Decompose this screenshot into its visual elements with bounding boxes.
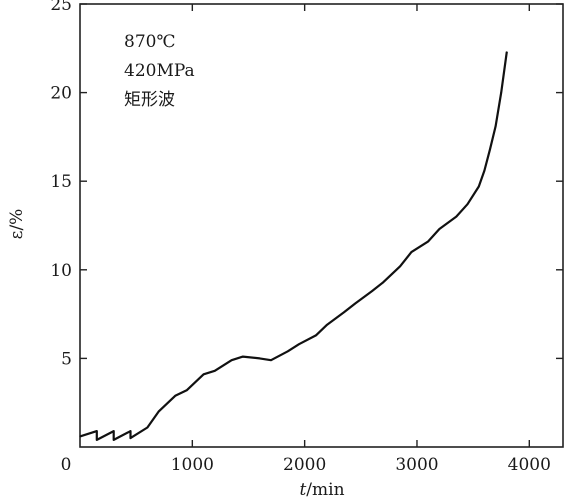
series-point bbox=[96, 439, 98, 441]
series-point bbox=[174, 395, 177, 397]
series-point bbox=[483, 169, 485, 172]
x-axis-var: t bbox=[299, 480, 306, 500]
series-point bbox=[478, 185, 480, 188]
series-point bbox=[113, 439, 115, 441]
series-point bbox=[287, 350, 289, 352]
y-tick-label: 10 bbox=[50, 261, 72, 281]
series-point bbox=[270, 359, 272, 361]
y-tick-label: 20 bbox=[50, 84, 72, 104]
series-point bbox=[79, 435, 81, 437]
x-axis-title: t/min bbox=[299, 480, 344, 500]
x-tick-label: 3000 bbox=[395, 455, 438, 475]
axis-ticks bbox=[80, 3, 563, 447]
series-line bbox=[79, 51, 508, 441]
annotation-stress: 420MPa bbox=[124, 61, 195, 81]
plot-frame bbox=[79, 3, 564, 448]
x-tick-label: 2000 bbox=[283, 455, 326, 475]
series-point bbox=[343, 311, 345, 313]
x-tick-label: 1000 bbox=[171, 455, 214, 475]
series-point bbox=[129, 430, 132, 432]
x-tick-label: 4000 bbox=[508, 455, 551, 475]
series-point bbox=[113, 430, 115, 432]
series-point bbox=[242, 356, 244, 358]
x-axis-unit: /min bbox=[306, 480, 344, 500]
series-point bbox=[146, 426, 148, 429]
origin-label: 0 bbox=[61, 455, 72, 475]
series-point bbox=[231, 359, 233, 361]
y-tick-label: 25 bbox=[50, 0, 72, 15]
series-point bbox=[186, 389, 188, 391]
series-point bbox=[326, 324, 328, 326]
series-point bbox=[259, 357, 261, 359]
series-point bbox=[399, 265, 401, 267]
series-point bbox=[489, 148, 491, 150]
series-point bbox=[500, 92, 502, 94]
y-tick-label: 5 bbox=[61, 349, 72, 369]
series-point bbox=[506, 51, 508, 53]
series-point bbox=[382, 281, 384, 283]
series-group bbox=[79, 51, 508, 441]
series-point bbox=[129, 437, 132, 439]
series-point bbox=[214, 370, 216, 372]
y-tick-label: 15 bbox=[50, 172, 72, 192]
series-point bbox=[410, 251, 412, 253]
plot-frame-rect bbox=[79, 3, 564, 448]
series-point bbox=[315, 334, 317, 336]
series-point bbox=[438, 228, 441, 230]
y-axis-title: ε/% bbox=[7, 209, 27, 240]
series-point bbox=[202, 373, 205, 375]
annotation-waveform: 矩形波 bbox=[124, 90, 175, 110]
series-point bbox=[371, 290, 373, 292]
series-point bbox=[158, 410, 160, 413]
tick-labels: 1000 2000 3000 4000 5 10 15 20 25 bbox=[50, 0, 551, 475]
series-point bbox=[455, 216, 457, 218]
series-point bbox=[427, 240, 429, 243]
series-point bbox=[354, 302, 356, 305]
annotation-temperature: 870℃ bbox=[124, 32, 175, 52]
series-point bbox=[466, 203, 469, 205]
series-point bbox=[298, 343, 300, 345]
series-point bbox=[495, 125, 497, 127]
series-point bbox=[96, 430, 98, 432]
